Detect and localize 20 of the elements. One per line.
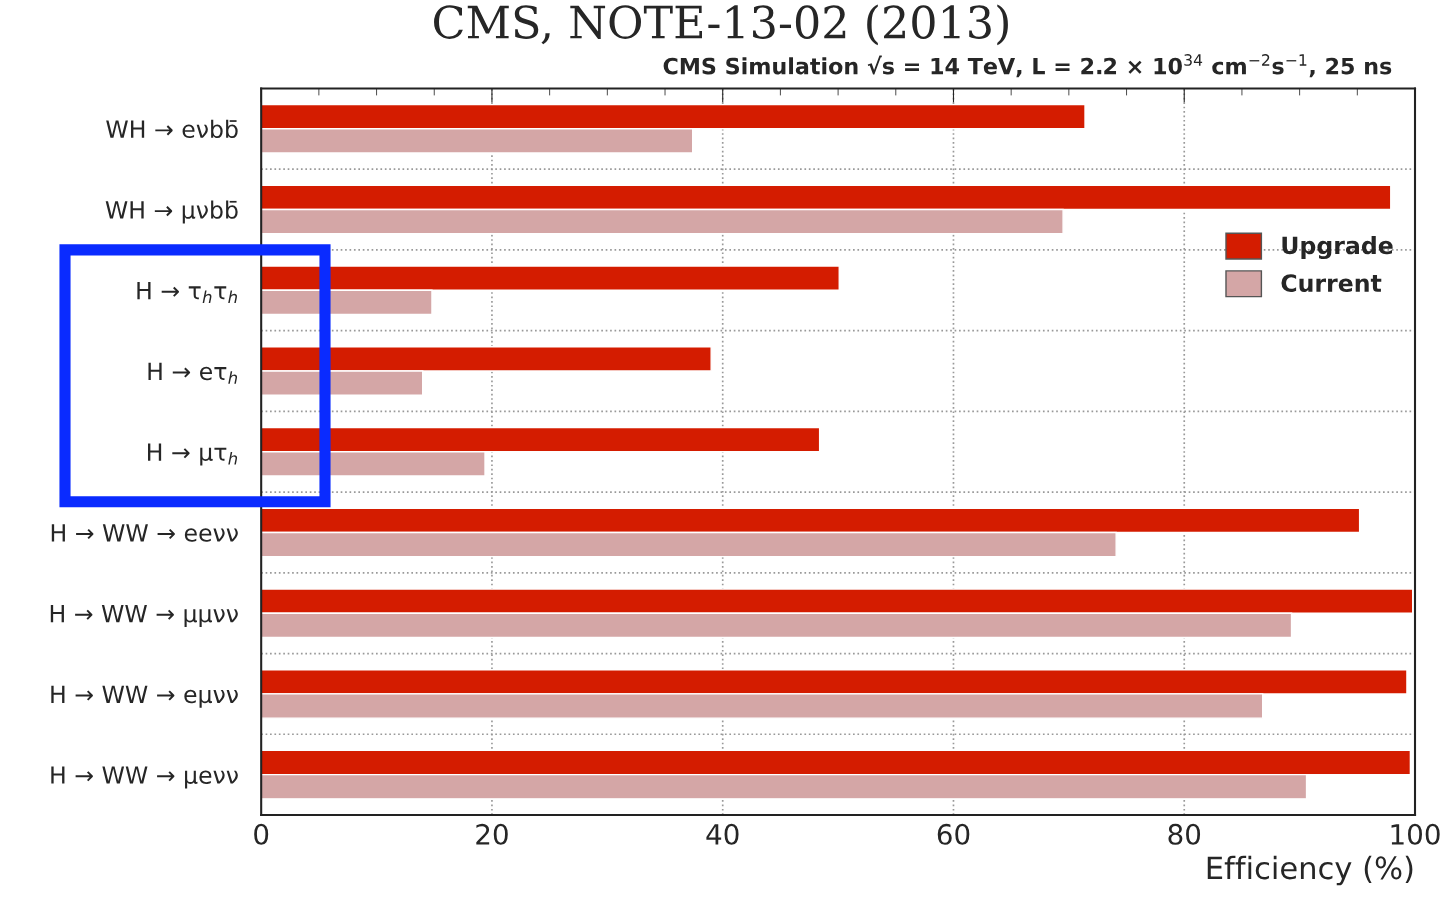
x-tick-label: 0 [254, 823, 269, 845]
y-tick-label: H → τ$_{h}$τ$_{h}$ [137, 282, 237, 304]
legend-label: Upgrade [1282, 236, 1393, 260]
x-tick-label: 60 [937, 823, 970, 845]
y-tick-label: H → WW → μμνν [50, 604, 238, 628]
legend-label: Current [1281, 274, 1382, 292]
y-tick-label: WH → μνbb̄ [105, 200, 238, 224]
x-tick-label: 100 [1391, 823, 1440, 845]
y-tick-label: H → WW → eeνν [51, 524, 238, 542]
y-tick-label: H → WW → eμνν [51, 685, 238, 708]
x-tick-label: 80 [1168, 823, 1201, 845]
y-tick-label: H → eτ$_{h}$ [148, 362, 238, 384]
x-tick-label: 40 [706, 823, 739, 845]
y-tick-label: WH → eνbb̄ [106, 119, 238, 139]
y-tick-label: H → μτ$_{h}$ [148, 443, 238, 466]
chart-subtitle: CMS Simulation √s = 14 TeV, L = 2.2 × 10$^{34}$ cm$^{−2}$s$^{−1}$, 25 ns [663, 54, 1392, 78]
y-tick-label: H → WW → μeνν [51, 766, 238, 789]
x-axis-title: Efficiency (%) [1207, 855, 1413, 886]
chart-title: CMS, NOTE-13-02 (2013) [434, 4, 1008, 46]
x-tick-label: 20 [476, 823, 508, 845]
